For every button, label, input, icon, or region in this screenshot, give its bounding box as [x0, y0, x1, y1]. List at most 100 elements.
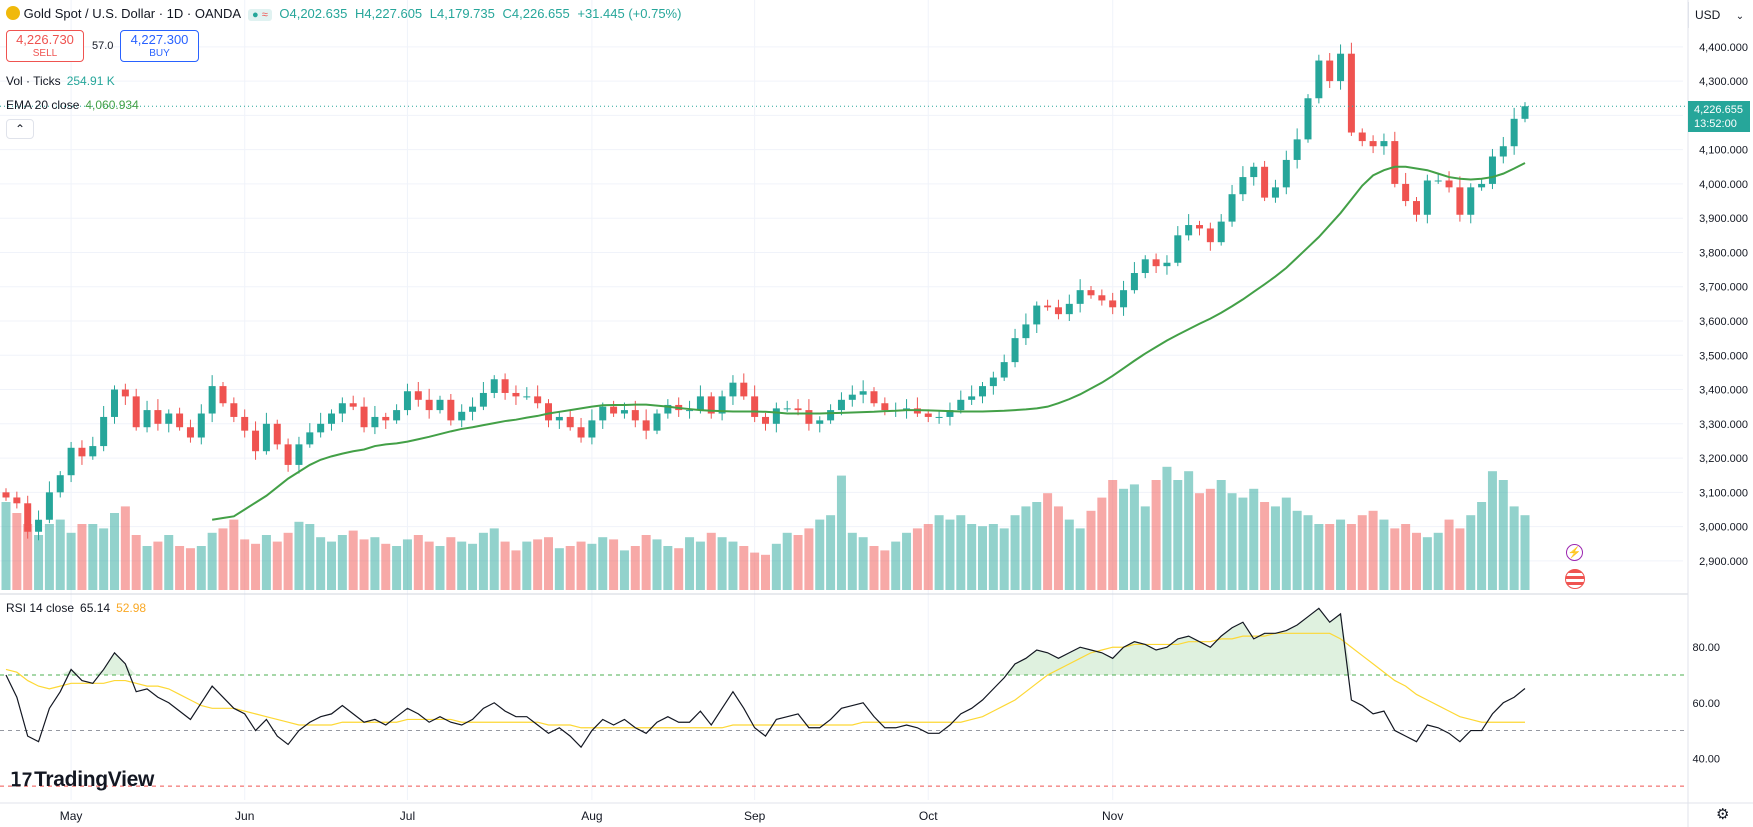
candle-body — [1391, 141, 1399, 184]
candle-body — [729, 382, 737, 397]
collapse-legend-button[interactable]: ⌃ — [6, 119, 34, 139]
volume-bar — [1270, 506, 1280, 590]
event-icon[interactable]: ⚡ — [1566, 544, 1583, 561]
rsi-ma-value: 52.98 — [116, 601, 147, 615]
price-tick-label: 4,000.000 — [1699, 179, 1748, 191]
volume-bar — [956, 515, 966, 590]
time-tick-label: May — [60, 809, 83, 823]
volume-bar — [533, 539, 543, 590]
volume-bar — [544, 537, 553, 590]
volume-bar — [1021, 506, 1031, 590]
candle-body — [338, 403, 346, 414]
currency-selector[interactable]: USD ⌄ — [1688, 2, 1750, 28]
volume-bar — [359, 539, 369, 590]
symbol-header[interactable]: Gold Spot / U.S. Dollar · 1D · OANDA ● ≈… — [6, 6, 681, 21]
candle-body — [349, 403, 357, 407]
candle-body — [1109, 300, 1117, 308]
volume-bar — [869, 546, 879, 590]
low-value: L4,179.735 — [429, 6, 495, 21]
volume-bar — [761, 554, 770, 590]
volume-bar — [218, 528, 228, 590]
candle-body — [946, 410, 954, 417]
candle-body — [382, 416, 390, 421]
currency-label: USD — [1695, 8, 1721, 22]
ema-legend[interactable]: EMA 20 close 4,060.934 — [6, 98, 139, 112]
candle-body — [1304, 98, 1312, 140]
buy-button[interactable]: 4,227.300 BUY — [120, 30, 199, 62]
volume-bar — [1010, 515, 1020, 590]
candle-body — [545, 403, 552, 421]
volume-bar — [717, 537, 727, 590]
candle-body — [1488, 156, 1496, 184]
candle-body — [306, 432, 314, 445]
candle-body — [534, 396, 542, 404]
logo-text: TradingView — [34, 768, 155, 791]
candle-body — [1434, 180, 1442, 182]
rsi-value: 65.14 — [80, 601, 111, 615]
volume-bar — [706, 532, 716, 590]
candle-body — [1098, 295, 1106, 301]
volume-bar — [923, 524, 933, 590]
volume-bar — [478, 532, 488, 590]
candle-body — [631, 410, 639, 421]
candle-body — [1510, 118, 1518, 147]
tradingview-logo[interactable]: 𝟣7TradingView — [10, 768, 154, 792]
candle-body — [154, 410, 162, 424]
volume-bar — [1422, 537, 1432, 590]
rsi-legend[interactable]: RSI 14 close 65.14 52.98 — [6, 601, 146, 615]
volume-bar — [261, 535, 271, 590]
candle-body — [414, 391, 422, 400]
gear-icon[interactable]: ⚙ — [1716, 806, 1730, 823]
volume-legend[interactable]: Vol · Ticks 254.91 K — [6, 74, 115, 88]
wave-icon[interactable]: ● ≈ — [247, 9, 272, 21]
volume-bar — [1368, 510, 1378, 590]
candle-body — [1185, 225, 1193, 236]
candle-body — [1163, 262, 1171, 267]
volume-bar — [44, 524, 54, 590]
candle-body — [262, 423, 270, 452]
buy-label: BUY — [149, 48, 170, 59]
candle-body — [1347, 53, 1355, 133]
volume-bar — [1477, 502, 1487, 590]
volume-bar — [630, 546, 640, 590]
volume-bar — [1325, 524, 1335, 590]
volume-bar — [1292, 510, 1302, 590]
volume-bar — [1314, 524, 1324, 590]
volume-bar — [902, 532, 912, 590]
volume-bar — [967, 524, 977, 590]
candle-body — [371, 416, 379, 428]
candle-body — [718, 396, 726, 414]
candle-body — [555, 416, 563, 421]
symbol-title[interactable]: Gold Spot / U.S. Dollar · 1D · OANDA — [23, 6, 241, 21]
ema-value: 4,060.934 — [85, 98, 139, 112]
time-tick-label: Oct — [919, 809, 938, 823]
volume-bar — [392, 546, 402, 590]
volume-bar — [609, 539, 619, 590]
volume-bar — [739, 546, 749, 590]
volume-bar — [1205, 488, 1215, 590]
volume-bar — [1064, 519, 1074, 590]
price-tick-label: 3,300.000 — [1699, 419, 1748, 431]
volume-bar — [23, 524, 33, 590]
candle-body — [751, 396, 759, 417]
time-tick-label: Nov — [1102, 809, 1123, 823]
price-axis[interactable]: 4,400.0004,300.0004,200.0004,100.0004,00… — [1692, 42, 1748, 765]
time-tick-label: Sep — [744, 809, 766, 823]
candle-body — [56, 475, 64, 493]
candle-body — [501, 379, 509, 393]
candle-body — [924, 413, 932, 417]
volume-bar — [446, 537, 456, 590]
candle-body — [317, 423, 325, 433]
volume-bar — [815, 519, 825, 590]
us-flag-icon[interactable] — [1565, 569, 1585, 589]
candle-body — [490, 379, 498, 393]
candle-body — [100, 416, 108, 447]
volume-bar — [1108, 480, 1118, 590]
sell-button[interactable]: 4,226.730 SELL — [6, 30, 84, 62]
candle-body — [143, 410, 151, 428]
time-axis[interactable]: May Jun Jul Aug Sep Oct Nov — [60, 809, 1124, 823]
candle-body — [523, 396, 531, 398]
candle-body — [1196, 225, 1203, 229]
price-tick-label: 4,400.000 — [1699, 42, 1748, 54]
